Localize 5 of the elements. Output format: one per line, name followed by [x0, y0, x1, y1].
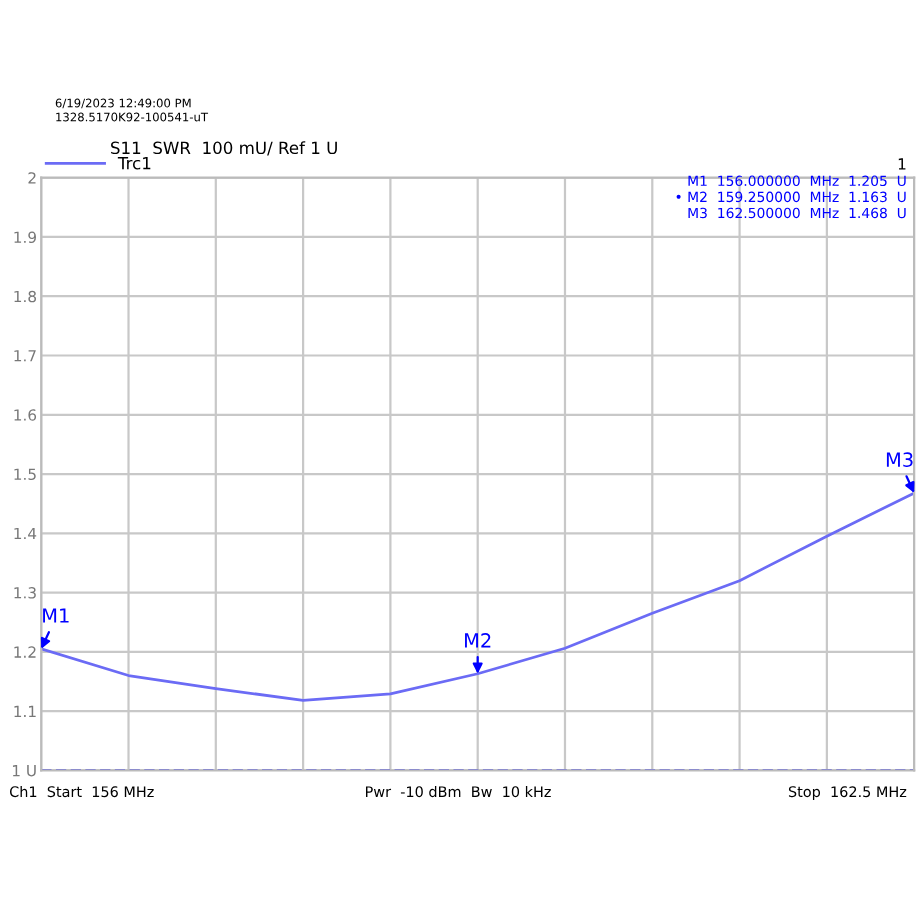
annotation: M2: [465, 633, 491, 648]
annotation: M3: [886, 452, 913, 468]
legend-label: Trc1: [117, 157, 151, 170]
annotation: M1: [43, 608, 69, 623]
chart-title: S11 SWR 100 mU/ Ref 1 U: [111, 141, 337, 156]
